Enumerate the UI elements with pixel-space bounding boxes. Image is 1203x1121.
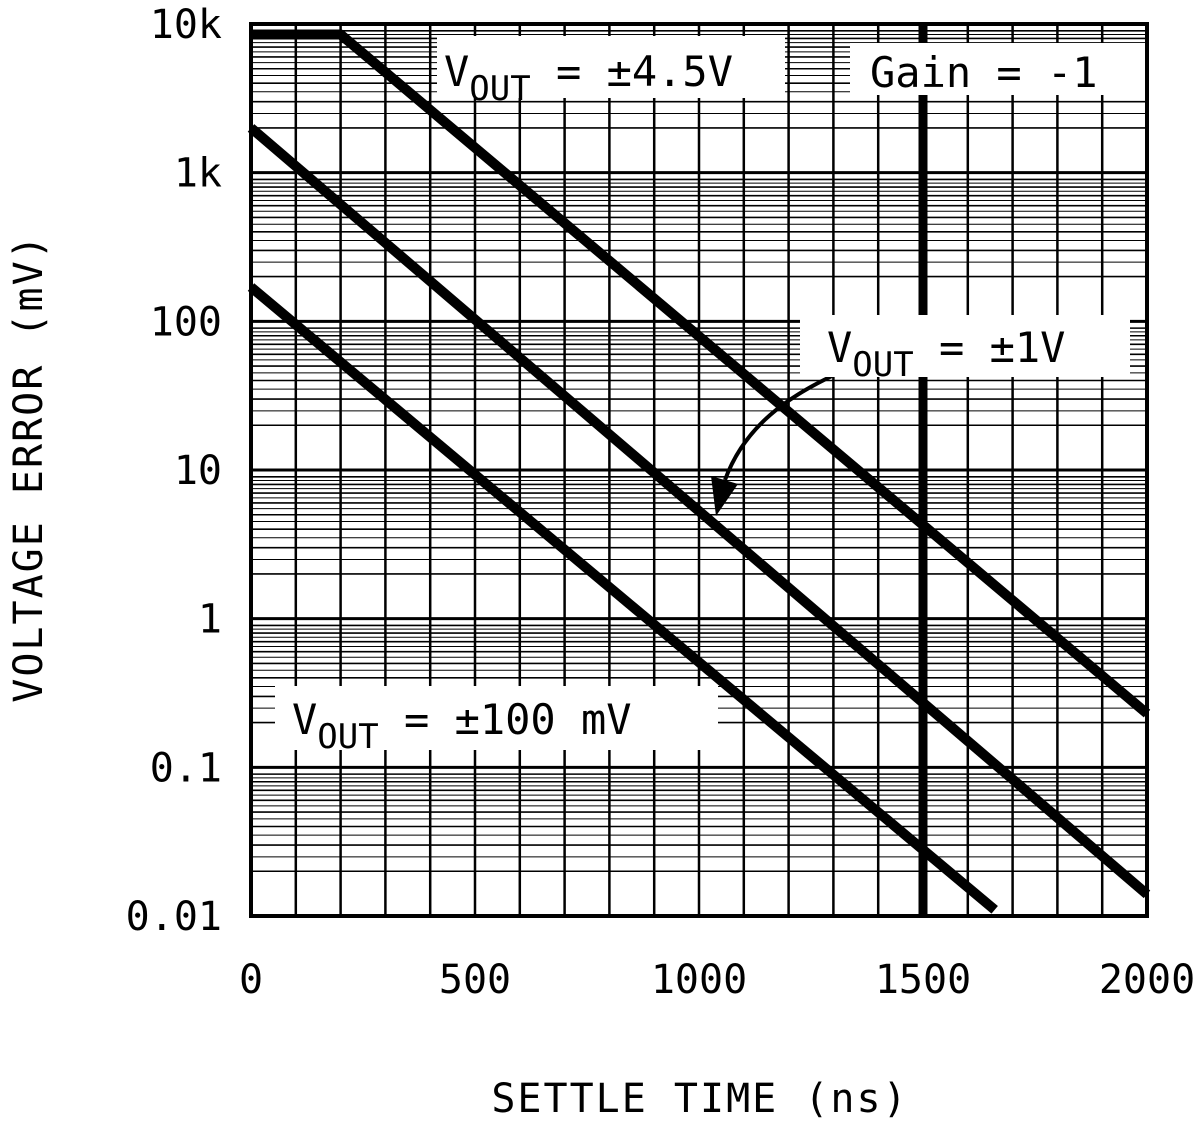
callout-arrow [723,374,833,481]
label-1v: VOUT = ±1V [800,315,1130,385]
x-tick-label: 0 [239,957,263,1003]
label-4p5v: VOUT = ±4.5V [437,36,785,109]
arrowhead-icon [711,476,738,516]
label-100mv: VOUT = ±100 mV [275,686,718,757]
y-tick-label: 0.01 [126,894,222,940]
plot-frame [249,22,1149,918]
svg-text:VOUT = ±4.5V: VOUT = ±4.5V [444,47,733,109]
label-4p5v-rest: = ±4.5V [531,47,733,96]
x-tick-label: 2000 [1099,957,1195,1003]
y-axis-label: VOLTAGE ERROR (mV) [6,233,52,702]
x-axis-label: SETTLE TIME (ns) [491,1076,908,1121]
label-1v-main: V [827,323,852,372]
gain-label: Gain = -1 [870,48,1098,97]
x-tick-labels: 0 500 1000 1500 2000 [239,957,1195,1003]
x-tick-label: 1500 [875,957,971,1003]
y-tick-label: 10 [174,448,222,494]
series-line-1v [247,124,1151,899]
label-4p5v-sub: OUT [469,69,530,109]
label-100mv-rest: = ±100 mV [379,695,632,744]
x-tick-label: 1000 [651,957,747,1003]
svg-text:VOUT = ±1V: VOUT = ±1V [827,323,1065,385]
label-1v-rest: = ±1V [914,323,1066,372]
x-tick-label: 500 [439,957,511,1003]
label-100mv-main: V [292,695,317,744]
svg-text:VOUT = ±100 mV: VOUT = ±100 mV [292,695,632,757]
y-tick-label: 0.1 [150,745,222,791]
label-1v-sub: OUT [852,345,913,385]
y-tick-label: 10k [150,2,222,48]
label-100mv-sub: OUT [317,717,378,757]
label-gain: Gain = -1 [850,43,1145,97]
y-tick-labels: 0.01 0.1 1 10 100 1k 10k [126,2,222,940]
y-tick-label: 1 [198,597,222,643]
y-tick-label: 1k [174,151,222,197]
y-tick-label: 100 [150,299,222,345]
series-line-4p5v [251,29,1151,718]
label-4p5v-main: V [444,47,469,96]
series-line-100mv [247,283,998,914]
series-lines [247,29,1151,914]
